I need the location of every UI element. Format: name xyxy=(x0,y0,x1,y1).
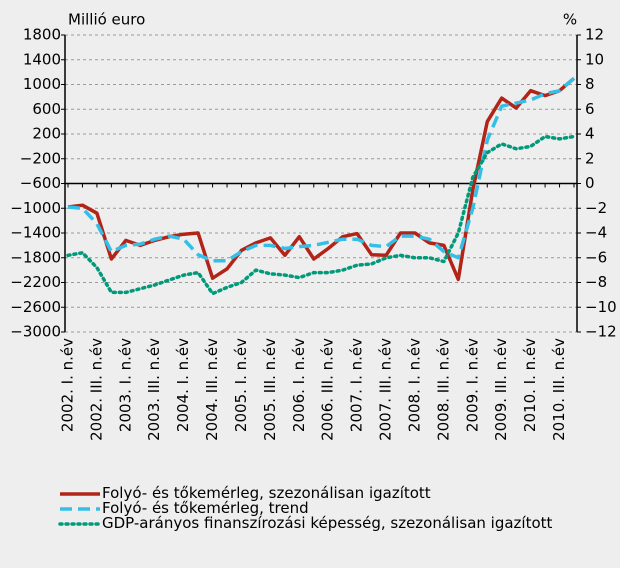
series-line xyxy=(67,76,576,263)
y2-tick-label: 12 xyxy=(585,26,604,44)
y2-tick-label: −10 xyxy=(585,298,617,316)
legend-item: Folyó- és tőkemérleg, szezonálisan igazí… xyxy=(58,486,598,501)
legend-item: GDP-arányos finanszírozási képesség, sze… xyxy=(58,516,598,531)
x-tick-label: 2003. III. n.év xyxy=(145,338,163,441)
y2-tick-label: 10 xyxy=(585,50,604,68)
y2-axis-label: % xyxy=(563,11,577,29)
y2-tick-label: 0 xyxy=(585,174,595,192)
y-tick-label: 1000 xyxy=(23,75,61,93)
x-tick-label: 2005. I. n.év xyxy=(232,338,250,432)
y2-tick-label: 4 xyxy=(585,125,595,143)
y2-tick-label: −6 xyxy=(585,248,607,266)
legend-label: GDP-arányos finanszírozási képesség, sze… xyxy=(102,514,553,532)
x-tick-label: 2008. III. n.év xyxy=(434,338,452,441)
x-tick-label: 2006. I. n.év xyxy=(290,338,308,432)
x-tick-label: 2005. III. n.év xyxy=(261,338,279,441)
y-axis-label: Millió euro xyxy=(68,11,145,29)
x-tick-label: 2002. I. n.év xyxy=(59,338,77,432)
y-tick-label: −1400 xyxy=(10,224,61,242)
y2-tick-label: −2 xyxy=(585,199,607,217)
x-tick-label: 2004. I. n.év xyxy=(174,338,192,432)
y2-tick-label: 8 xyxy=(585,75,595,93)
legend-swatch xyxy=(58,522,102,526)
y2-tick-label: −8 xyxy=(585,273,607,291)
chart: Millió euro % 1800 1400 1000 600 200 −200 −600… xyxy=(10,11,617,441)
x-tick-label: 2007. III. n.év xyxy=(377,338,395,441)
y-tick-label: 1400 xyxy=(23,50,61,68)
x-tick-label: 2009. I. n.év xyxy=(463,338,481,432)
y-tick-label: −3000 xyxy=(10,323,61,341)
y-tick-label: 1800 xyxy=(23,26,61,44)
y-tick-label: −200 xyxy=(20,149,61,167)
x-tick-label: 2010. III. n.év xyxy=(550,338,568,441)
legend-swatch xyxy=(60,507,100,511)
y-tick-label: 200 xyxy=(32,125,61,143)
legend-item: Folyó- és tőkemérleg, trend xyxy=(58,501,598,516)
y-tick-label: −1800 xyxy=(10,248,61,266)
x-tick-label: 2009. III. n.év xyxy=(492,338,510,441)
legend-swatch xyxy=(60,492,100,496)
y-tick-label: −2200 xyxy=(10,273,61,291)
y2-tick-label: 2 xyxy=(585,149,595,167)
x-tick-label: 2006. III. n.év xyxy=(319,338,337,441)
x-tick-label: 2010. I. n.év xyxy=(521,338,539,432)
x-tick-label: 2002. III. n.év xyxy=(87,338,105,441)
y-tick-label: −600 xyxy=(20,174,61,192)
y-tick-label: −1000 xyxy=(10,199,61,217)
legend-label: Folyó- és tőkemérleg, trend xyxy=(102,499,309,517)
y2-tick-label: 6 xyxy=(585,100,595,118)
x-tick-label: 2008. I. n.év xyxy=(405,338,423,432)
y2-tick-label: −4 xyxy=(585,224,607,242)
x-tick-label: 2007. I. n.év xyxy=(348,338,366,432)
legend-label: Folyó- és tőkemérleg, szezonálisan igazí… xyxy=(102,484,431,502)
legend: Folyó- és tőkemérleg, szezonálisan igazí… xyxy=(58,486,598,531)
y-tick-label: 600 xyxy=(32,100,61,118)
series-line xyxy=(67,76,576,282)
y-tick-label: −2600 xyxy=(10,298,61,316)
x-tick-label: 2004. III. n.év xyxy=(203,338,221,441)
y2-tick-label: −12 xyxy=(585,323,617,341)
x-tick-label: 2003. I. n.év xyxy=(116,338,134,432)
series-line xyxy=(66,134,576,296)
